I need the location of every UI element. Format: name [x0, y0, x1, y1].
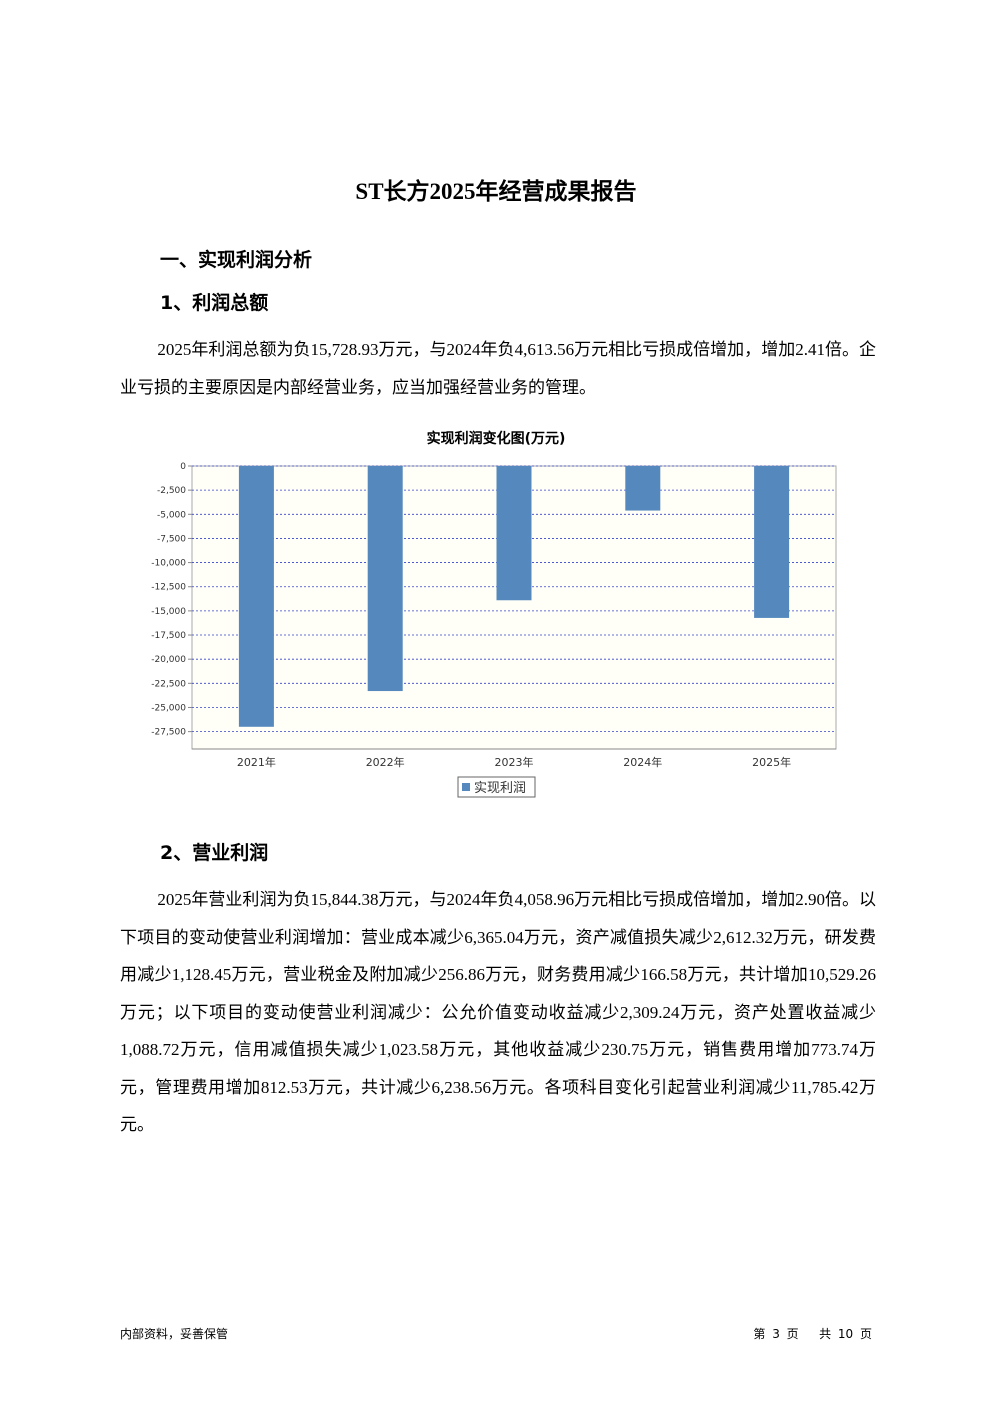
bar [754, 466, 790, 618]
section-heading: 一、实现利润分析 [160, 249, 313, 271]
y-tick-label: -25,000 [151, 703, 186, 713]
y-tick-label: -27,500 [151, 728, 186, 738]
y-tick-label: -17,500 [151, 631, 186, 641]
page-number: 第 3 页 [753, 1327, 799, 1341]
y-tick-label: 0 [180, 462, 186, 472]
x-tick-label: 2025年 [752, 755, 791, 769]
bar [367, 466, 403, 692]
chart: 实现利润变化图(万元) 0 -2,500 -5,000 -7,500 -10,000 -1… [151, 430, 837, 798]
x-tick-label: 2021年 [237, 755, 276, 769]
sub-heading: 1、利润总额 [160, 292, 269, 314]
legend-swatch [462, 783, 470, 791]
y-tick-label: -12,500 [151, 583, 186, 593]
x-tick-label: 2024年 [623, 755, 662, 769]
footer-right: 第 3 页 共 10 页 [753, 1325, 872, 1342]
y-tick-label: -5,000 [157, 510, 186, 520]
paragraph: 2025年利润总额为负15,728.93万元，与2024年负4,613.56万元… [120, 340, 876, 397]
y-tick-label: -2,500 [157, 486, 186, 496]
y-tick-label: -7,500 [157, 534, 186, 544]
x-tick-label: 2023年 [495, 755, 534, 769]
bar [238, 466, 274, 727]
sub-heading: 2、营业利润 [160, 842, 269, 864]
legend-box [457, 776, 536, 798]
paragraph: 2025年营业利润为负15,844.38万元，与2024年负4,058.96万元… [120, 890, 876, 1134]
chart-title: 实现利润变化图(万元) [427, 430, 566, 447]
legend-label: 实现利润 [474, 781, 526, 796]
y-tick-label: -15,000 [151, 607, 186, 617]
footer-left: 内部资料，妥善保管 [120, 1327, 229, 1341]
x-tick-label: 2022年 [366, 755, 405, 769]
y-tick-label: -22,500 [151, 679, 186, 689]
doc-title: ST长方2025年经营成果报告 [355, 179, 637, 204]
y-tick-label: -20,000 [151, 655, 186, 665]
bar [625, 466, 661, 511]
y-tick-label: -10,000 [151, 559, 186, 569]
bar [496, 466, 532, 601]
page-total: 共 10 页 [819, 1327, 872, 1341]
